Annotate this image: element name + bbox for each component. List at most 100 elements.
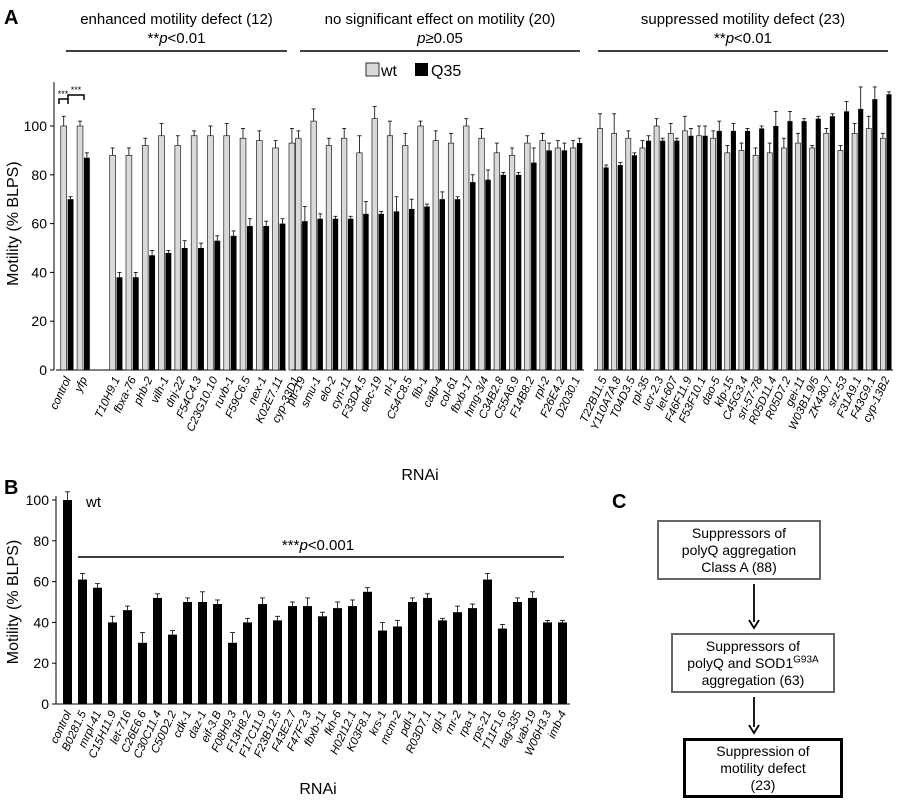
bar-wt (432, 140, 439, 371)
bar-b (138, 642, 147, 704)
bar-wt (738, 150, 745, 371)
bar-q35 (317, 218, 323, 370)
bar-wt (781, 147, 787, 371)
bar-q35 (660, 140, 666, 370)
flow-box-2-superscript: G93A (793, 653, 819, 665)
bar-wt (402, 145, 409, 371)
group-title-a: no significant effect on motility (20) (325, 11, 556, 28)
bar-wt (239, 137, 247, 371)
bar-wt (325, 145, 332, 371)
bar-b (108, 622, 117, 704)
legend-label-wt: wt (380, 63, 398, 80)
bar-q35 (230, 235, 237, 370)
bar-b (453, 612, 462, 704)
flow-box-2-line: polyQ and SOD1G93A (687, 653, 819, 672)
y-tick-label-b: 0 (41, 696, 49, 712)
flow-box-3-line: motility defect (720, 759, 806, 776)
bar-b (558, 622, 567, 704)
bar-q35 (67, 199, 74, 370)
bar-q35 (745, 130, 751, 370)
bar-q35 (165, 252, 172, 370)
flow-box-class-a: Suppressors of polyQ aggregation Class A… (657, 520, 821, 580)
x-axis-label-a: RNAi (401, 467, 438, 484)
flow-arrow-head (748, 724, 760, 735)
sig-marker: *** (71, 85, 82, 95)
bar-q35 (485, 179, 491, 370)
bar-b (228, 642, 237, 704)
bar-wt (76, 125, 84, 371)
bar-b (483, 579, 492, 704)
legend-label-q35: Q35 (431, 63, 461, 80)
bar-q35 (424, 206, 430, 370)
bar-q35 (872, 99, 878, 370)
x-axis-label-b: RNAi (299, 781, 336, 798)
bar-b (498, 628, 507, 704)
bar-q35 (801, 121, 807, 371)
bar-b (288, 606, 297, 704)
flow-box-1-line: polyQ aggregation (681, 541, 797, 558)
bar-wt (752, 154, 759, 371)
y-tick-label-b: 20 (33, 655, 49, 671)
flow-box-2-line: aggregation (63) (701, 671, 805, 688)
bar-q35 (149, 255, 156, 370)
bar-q35 (408, 208, 415, 370)
sig-marker: *** (58, 89, 69, 99)
bar-q35 (302, 221, 308, 370)
group-stat-a: **p<0.01 (714, 30, 772, 47)
bar-wt (295, 137, 302, 371)
flow-box-1-line: Suppressors of (691, 524, 787, 541)
y-tick-label-b: 40 (33, 614, 49, 630)
bar-wt (256, 140, 263, 371)
y-tick-label-a: 60 (31, 216, 47, 232)
bar-b (273, 620, 282, 704)
group-stat-a: **p<0.01 (148, 30, 206, 47)
bar-b (123, 610, 132, 704)
bar-q35 (603, 167, 609, 370)
bar-q35 (674, 140, 680, 370)
bar-q35 (617, 165, 623, 370)
bar-q35 (279, 223, 286, 370)
bar-wt (509, 154, 516, 371)
bar-wt (190, 135, 198, 371)
bar-wt (417, 125, 424, 371)
bar-wt (865, 128, 872, 371)
bar-wt (539, 140, 546, 371)
bar-b (468, 608, 477, 704)
bar-wt (851, 133, 858, 371)
bar-wt (109, 154, 116, 371)
bar-b (93, 587, 102, 704)
bar-q35 (347, 218, 354, 370)
bar-wt (463, 125, 470, 371)
legend-swatch-wt (365, 62, 380, 77)
bar-wt (207, 135, 214, 371)
y-tick-label-a: 80 (31, 167, 47, 183)
flow-arrow-head (748, 619, 760, 630)
bar-wt (493, 152, 500, 371)
bar-q35 (378, 213, 384, 370)
bar-wt (653, 125, 660, 371)
bar-wt (837, 150, 844, 371)
bar-b (348, 606, 357, 704)
bar-b (378, 630, 387, 704)
y-axis-label-b: Motility (% BLPS) (5, 540, 22, 664)
bar-wt (158, 135, 165, 371)
bar-q35 (815, 118, 821, 371)
bar-wt (310, 120, 317, 371)
panel-a-letter: A (4, 7, 18, 29)
bar-q35 (886, 94, 892, 370)
bar-b (528, 597, 537, 704)
stat-label-b: ***p<0.001 (282, 537, 354, 554)
legend-swatch-q35 (415, 63, 428, 76)
bar-wt (478, 137, 485, 371)
bar-b (213, 604, 222, 704)
bar-wt (341, 137, 348, 371)
bar-q35 (470, 182, 476, 370)
bar-q35 (454, 199, 461, 370)
bar-q35 (116, 277, 123, 370)
bar-b (438, 620, 447, 704)
bar-b (183, 602, 192, 704)
flow-box-2-line: Suppressors of (705, 637, 801, 654)
flow-box-2-line2: polyQ and SOD1 (687, 654, 794, 671)
